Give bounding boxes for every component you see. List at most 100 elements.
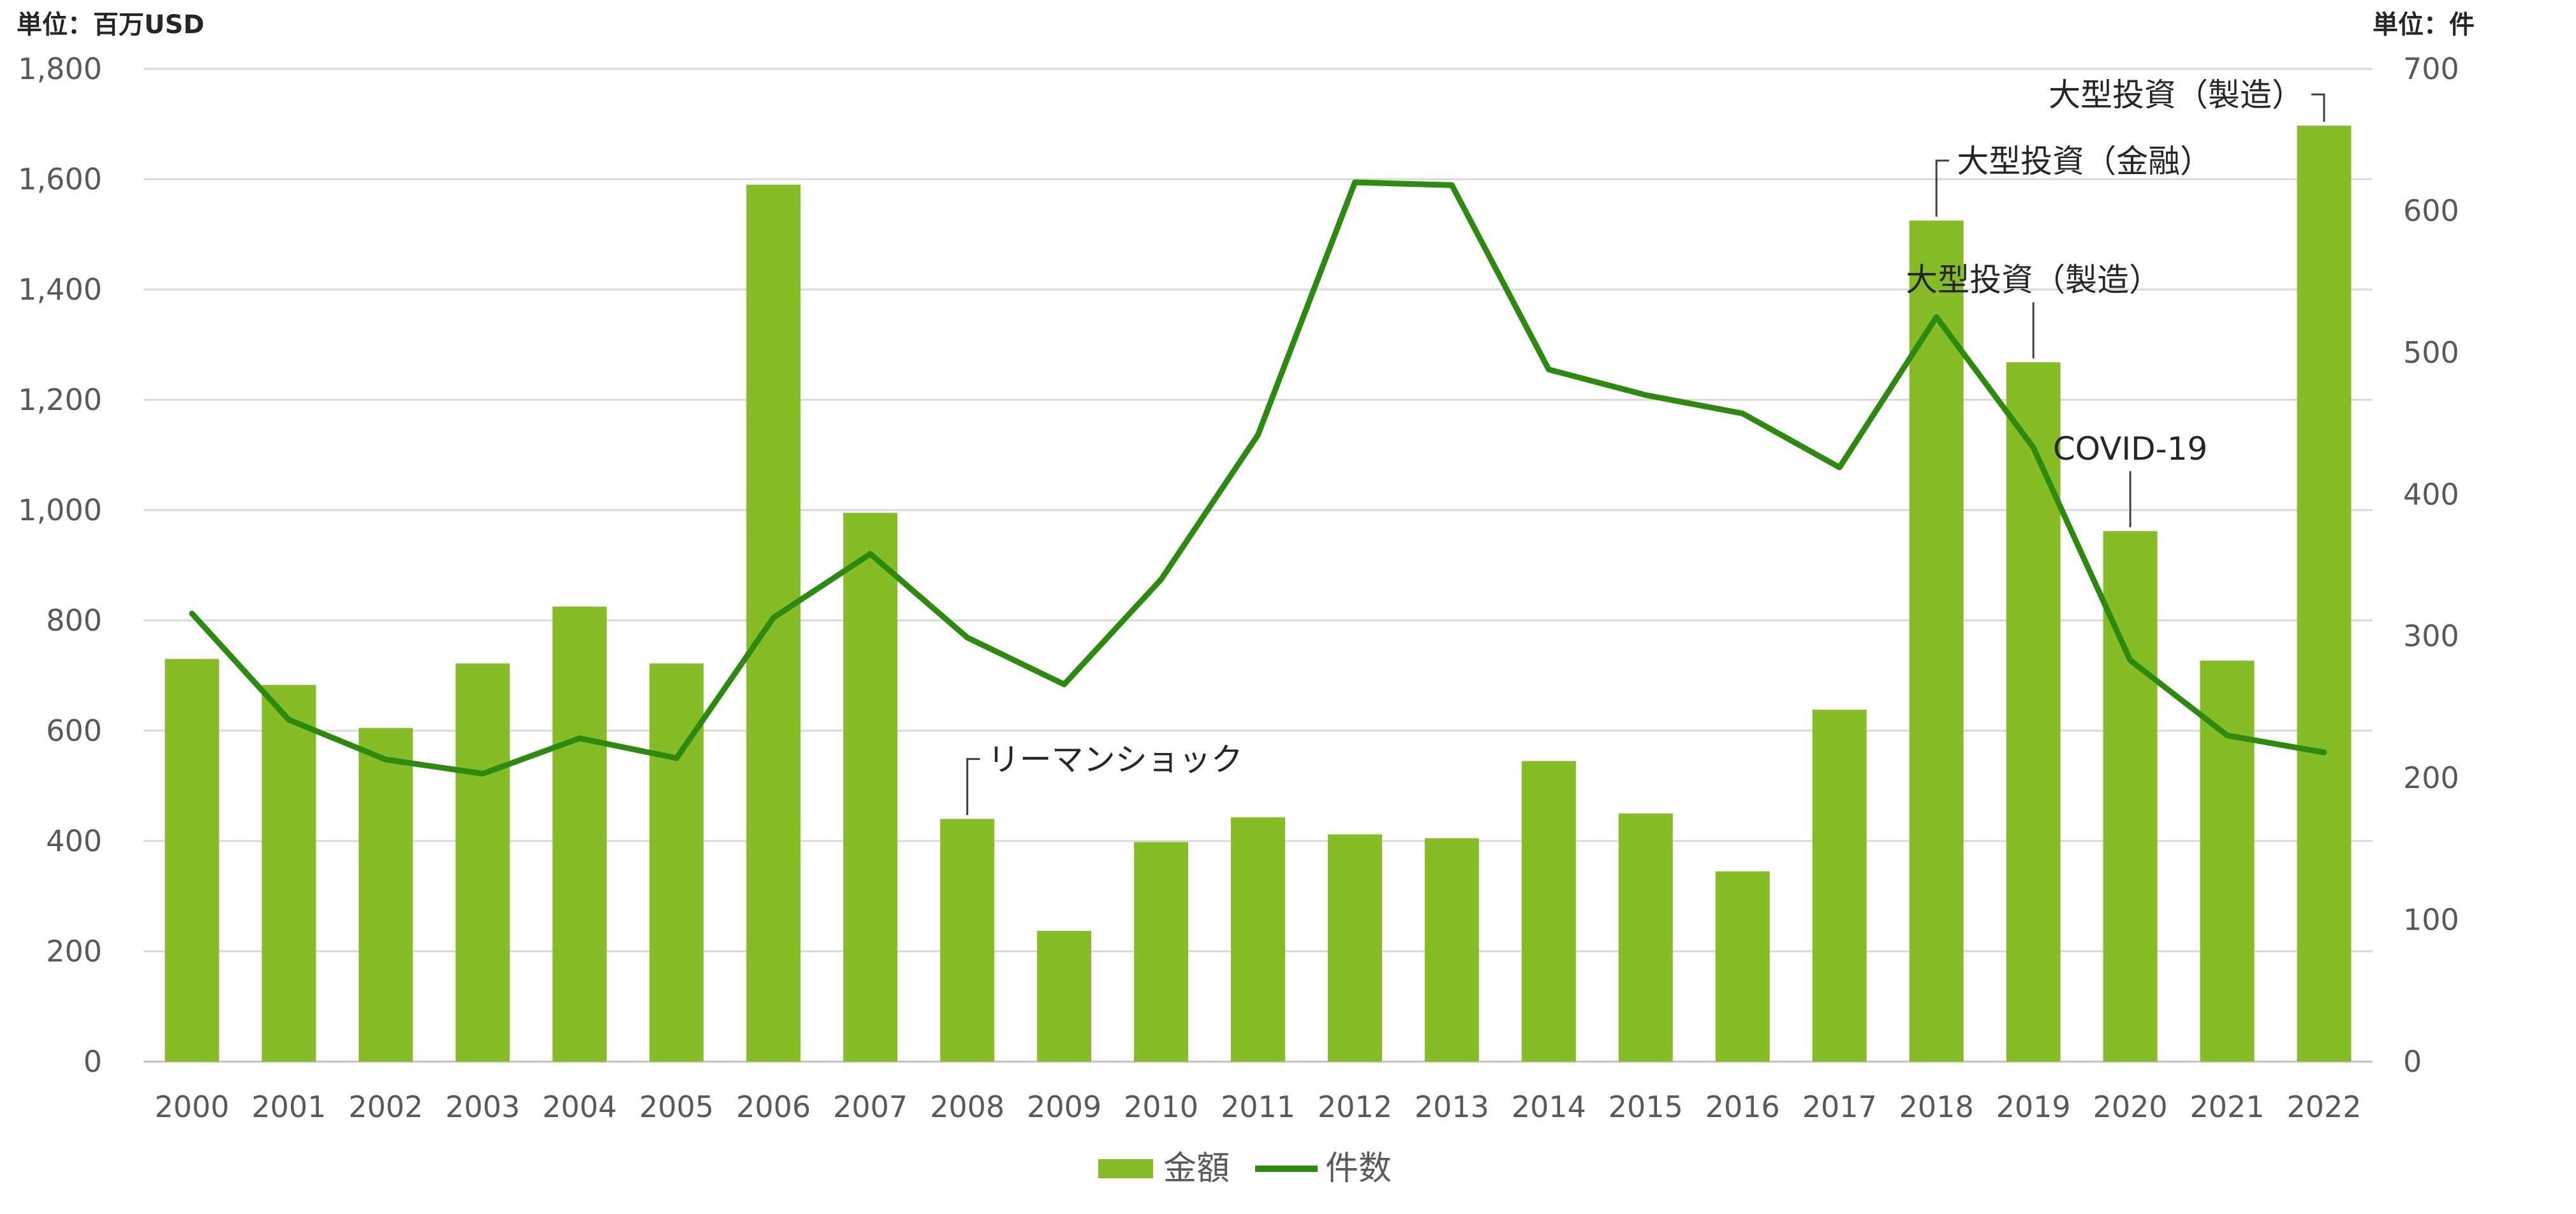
annotation-leader-2008 xyxy=(966,757,980,815)
bar-2009 xyxy=(1037,930,1092,1062)
x-axis-tick-label: 2006 xyxy=(736,1090,811,1124)
right-axis-tick-label: 600 xyxy=(2403,193,2459,228)
x-axis-tick-label: 2014 xyxy=(1512,1090,1586,1124)
line-point-2010 xyxy=(1159,578,1163,581)
bar-2018 xyxy=(1909,220,1964,1062)
line-point-2017 xyxy=(1838,466,1841,469)
x-axis-tick-label: 2016 xyxy=(1705,1090,1780,1124)
right-axis-tick-label: 500 xyxy=(2403,335,2459,370)
bar-2011 xyxy=(1231,817,1285,1062)
line-point-2016 xyxy=(1741,412,1744,415)
legend-label-amount: 金額 xyxy=(1163,1150,1230,1188)
line-point-2018 xyxy=(1935,316,1938,319)
right-axis-tick-label: 0 xyxy=(2403,1044,2422,1079)
legend-swatch-amount xyxy=(1098,1159,1153,1178)
legend-label-count: 件数 xyxy=(1325,1150,1392,1188)
line-point-2013 xyxy=(1450,184,1454,187)
bar-2004 xyxy=(552,606,607,1062)
x-axis-tick-label: 2011 xyxy=(1221,1090,1295,1124)
bar-2021 xyxy=(2200,661,2255,1062)
line-point-2021 xyxy=(2226,734,2229,737)
line-point-2002 xyxy=(384,758,387,761)
bar-2013 xyxy=(1424,838,1479,1062)
annotation-label-2022: 大型投資（製造） xyxy=(2049,77,2304,113)
x-axis-tick-label: 2022 xyxy=(2286,1090,2361,1124)
line-point-2001 xyxy=(287,718,290,721)
bar-2000 xyxy=(165,659,219,1062)
bar-2001 xyxy=(261,685,316,1062)
annotation-label-2018: 大型投資（金融） xyxy=(1957,143,2212,180)
legend: 金額 件数 xyxy=(1098,1150,1392,1188)
line-point-2008 xyxy=(966,636,969,639)
x-axis-tick-label: 2002 xyxy=(348,1090,423,1124)
x-axis-tick-label: 2008 xyxy=(930,1090,1005,1124)
left-axis-tick-label: 1,400 xyxy=(18,272,102,307)
bar-2015 xyxy=(1618,813,1673,1062)
left-axis-tick-label: 800 xyxy=(46,603,102,638)
bar-2008 xyxy=(940,819,995,1062)
bar-2002 xyxy=(358,728,413,1062)
right-axis-unit-label: 単位：件 xyxy=(2373,10,2475,40)
line-point-2000 xyxy=(190,612,193,615)
line-point-2003 xyxy=(481,772,484,775)
left-axis-tick-label: 1,000 xyxy=(18,493,102,527)
line-point-2004 xyxy=(578,736,581,740)
bar-2020 xyxy=(2103,530,2158,1062)
line-point-2015 xyxy=(1644,393,1647,397)
bar-2005 xyxy=(649,663,704,1062)
bar-2007 xyxy=(843,513,898,1062)
left-axis-tick-label: 400 xyxy=(46,824,102,858)
gridlines xyxy=(144,68,2373,1063)
line-point-2019 xyxy=(2032,446,2035,449)
annotation-label-2019: 大型投資（製造） xyxy=(1906,261,2161,298)
line-point-2014 xyxy=(1547,368,1550,371)
line-point-2007 xyxy=(869,552,872,555)
bar-2019 xyxy=(2006,362,2061,1062)
right-axis-tick-label: 700 xyxy=(2403,52,2459,86)
x-axis-tick-label: 2021 xyxy=(2190,1090,2265,1124)
left-axis-ticks: 0 200 400 600 800 1,000 1,200 1,400 1,600 1,800 xyxy=(18,52,102,1079)
annotation-leader-2018 xyxy=(1935,159,1950,217)
right-axis-tick-label: 200 xyxy=(2403,761,2459,795)
line-point-2005 xyxy=(675,757,678,760)
annotation-label-2008: リーマンショック xyxy=(988,741,1243,778)
x-axis-tick-label: 2013 xyxy=(1415,1090,1489,1124)
left-axis-tick-label: 1,200 xyxy=(18,383,102,417)
left-axis-tick-label: 1,600 xyxy=(18,162,102,196)
bar-2016 xyxy=(1715,871,1770,1062)
line-point-2006 xyxy=(772,616,775,619)
x-axis-tick-label: 2018 xyxy=(1899,1090,1974,1124)
left-axis-unit-label: 単位：百万USD xyxy=(17,10,205,40)
x-axis-tick-label: 2000 xyxy=(154,1090,229,1124)
bar-2006 xyxy=(746,184,801,1062)
bar-2014 xyxy=(1521,761,1576,1062)
line-point-2011 xyxy=(1256,433,1260,436)
x-axis-tick-label: 2004 xyxy=(542,1090,617,1124)
annotation-label-2020: COVID-19 xyxy=(2053,430,2208,467)
right-axis-tick-label: 100 xyxy=(2403,903,2459,937)
line-point-2020 xyxy=(2129,659,2132,662)
line-point-2012 xyxy=(1353,180,1357,184)
x-axis-tick-label: 2005 xyxy=(639,1090,714,1124)
left-axis-tick-label: 0 xyxy=(84,1044,102,1079)
bar-2003 xyxy=(455,663,510,1062)
x-axis-tick-label: 2015 xyxy=(1608,1090,1683,1124)
line-series-count xyxy=(189,179,2327,777)
x-axis-tick-label: 2012 xyxy=(1318,1090,1392,1124)
bar-2010 xyxy=(1134,842,1189,1062)
right-axis-ticks: 0 100 200 300 400 500 600 700 xyxy=(2403,52,2459,1079)
left-axis-tick-label: 1,800 xyxy=(18,52,102,86)
x-axis-tick-label: 2001 xyxy=(251,1090,326,1124)
bar-2017 xyxy=(1812,710,1867,1062)
left-axis-tick-label: 200 xyxy=(46,934,102,969)
bar-series-amount xyxy=(165,126,2352,1062)
bar-2022 xyxy=(2297,126,2352,1062)
x-axis-ticks: 2000 2001 2002 2003 2004 2005 2006 2007 2008 2009… xyxy=(154,1090,2361,1124)
x-axis-tick-label: 2009 xyxy=(1027,1090,1101,1124)
x-axis-tick-label: 2020 xyxy=(2093,1090,2168,1124)
annotation-leader-2022 xyxy=(2311,93,2325,122)
x-axis-tick-label: 2017 xyxy=(1802,1090,1877,1124)
left-axis-tick-label: 600 xyxy=(46,713,102,748)
